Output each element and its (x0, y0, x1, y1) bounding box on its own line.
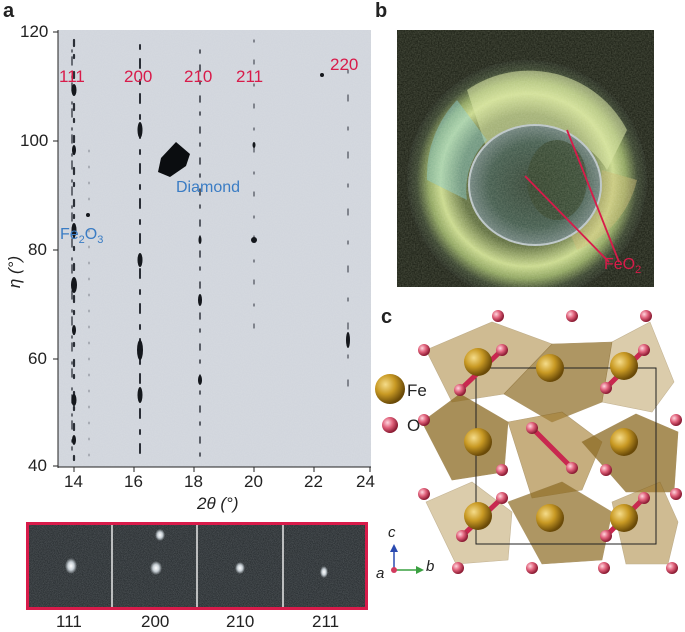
reflection-label-211: 211 (236, 67, 264, 86)
axis-a-label: a (376, 565, 385, 582)
reflection-label-210: 210 (184, 67, 213, 86)
x-tick-18: 18 (184, 472, 203, 491)
axis-b-label: b (426, 558, 435, 575)
strip-label-211: 211 (312, 612, 340, 631)
strip-label-210: 210 (226, 612, 255, 631)
strip-label-111: 111 (56, 612, 82, 631)
reflection-label-200: 200 (124, 67, 153, 86)
diffraction-noise (58, 30, 371, 467)
legend-fe-label: Fe (407, 381, 427, 400)
legend-o-ball (382, 417, 398, 433)
legend-markers (375, 374, 405, 433)
y-tick-80: 80 (28, 240, 47, 259)
y-tick-100: 100 (20, 131, 49, 150)
x-axis-label: 2θ (°) (197, 494, 239, 513)
legend-o-label: O (407, 416, 421, 435)
x-tick-14: 14 (64, 472, 83, 491)
y-tick-120: 120 (20, 22, 49, 41)
y-tick-40: 40 (28, 456, 47, 475)
panel-label-b: b (375, 0, 388, 22)
o-atoms (418, 310, 682, 574)
legend-fe-ball (375, 374, 405, 404)
feo2-label: FeO2 (604, 256, 642, 277)
y-axis-ticks (53, 30, 59, 468)
spot-200-a (155, 529, 165, 541)
spot-strip (26, 522, 368, 610)
spot-211 (320, 566, 328, 578)
diffraction-lines (71, 38, 349, 467)
x-axis-ticks (58, 466, 371, 472)
feo2-pointer-1 (566, 129, 620, 263)
x-tick-16: 16 (124, 472, 143, 491)
x-tick-22: 22 (304, 472, 323, 491)
strip-label-200: 200 (141, 612, 170, 631)
unit-cell (475, 367, 657, 545)
axis-triad (390, 544, 424, 574)
sample-photo (397, 30, 654, 287)
spot-210 (235, 562, 245, 574)
x-tick-24: 24 (356, 472, 375, 491)
y-tick-60: 60 (28, 349, 47, 368)
diamond-annotation: Diamond (176, 179, 241, 196)
feo2-pointer-2 (524, 175, 610, 263)
crystal-structure (418, 310, 682, 574)
diffraction-image (58, 30, 371, 467)
panel-label-c: c (381, 306, 393, 328)
y-axis-label: η (°) (5, 255, 24, 289)
fe-atoms (464, 348, 638, 532)
axis-c-label: c (388, 524, 396, 541)
panel-label-a: a (3, 0, 15, 22)
diamond-reflection (158, 142, 190, 177)
reflection-label-220: 220 (330, 55, 359, 74)
spot-200-b (150, 561, 162, 575)
spot-111 (65, 558, 77, 574)
diffraction-spots (71, 73, 350, 445)
reflection-label-111: 111 (59, 67, 85, 86)
x-tick-20: 20 (244, 472, 263, 491)
fe2o3-annotation: Fe2O3 (60, 226, 104, 247)
